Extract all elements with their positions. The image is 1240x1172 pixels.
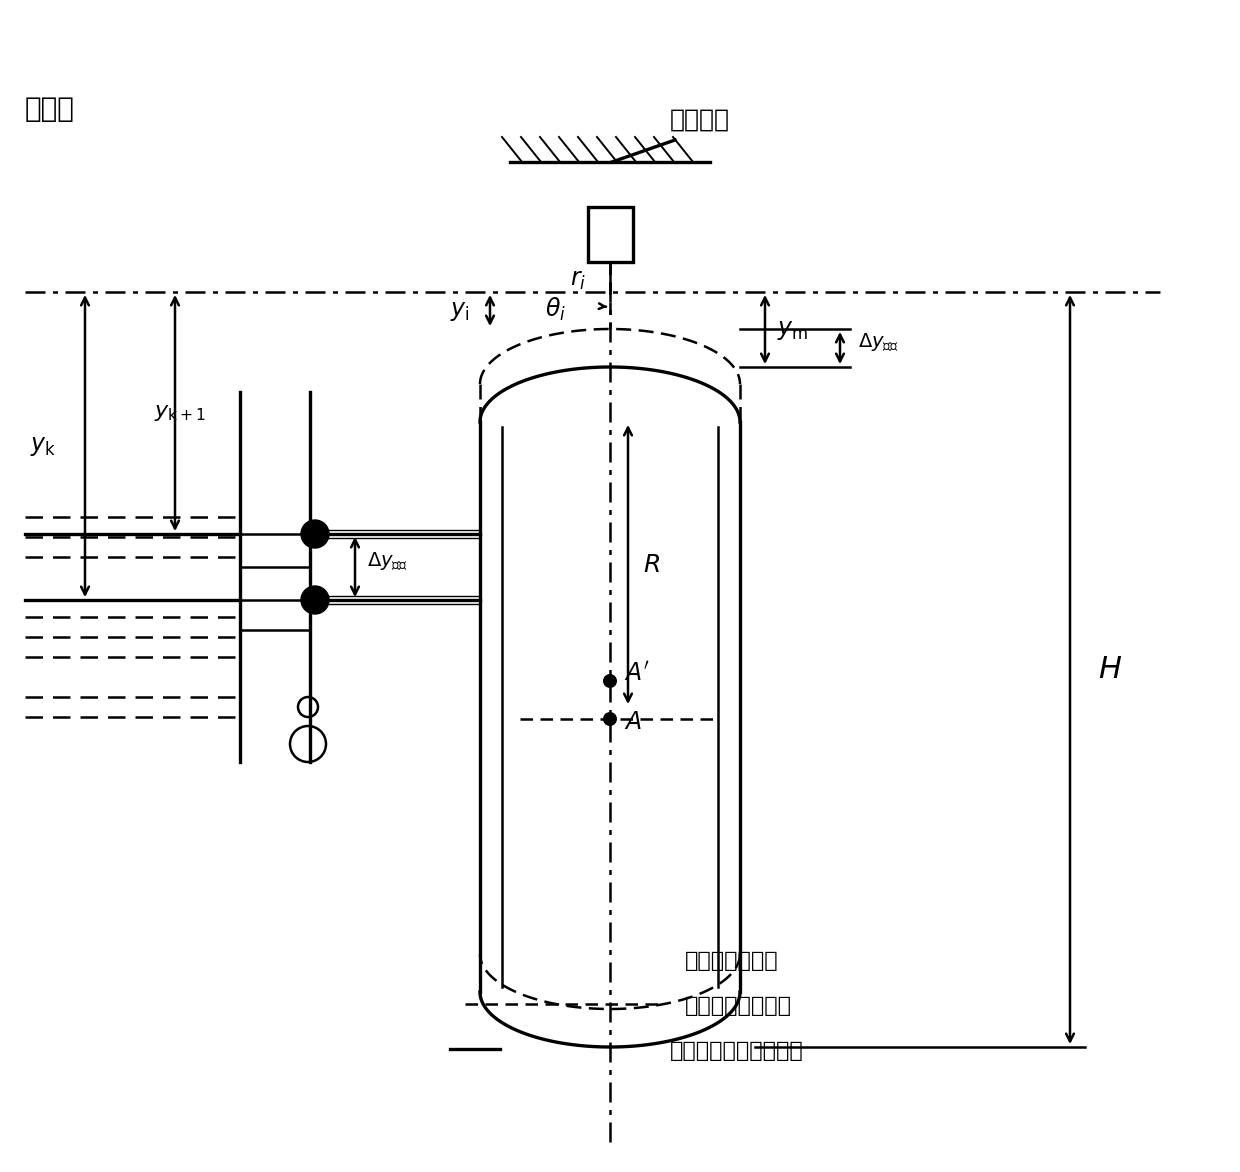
Text: $y_{\mathrm{k+1}}$: $y_{\mathrm{k+1}}$ — [154, 403, 206, 423]
Text: $\theta_{i}$: $\theta_{i}$ — [546, 297, 565, 323]
Text: 一平整路面的车轮轮廓: 一平整路面的车轮轮廓 — [670, 1041, 804, 1061]
Text: 虚线为颠簸路面: 虚线为颠簸路面 — [684, 950, 779, 970]
Text: $A$: $A$ — [624, 710, 642, 734]
Text: $r_{i}$: $r_{i}$ — [570, 267, 587, 292]
Text: $y_{\mathrm{k}}$: $y_{\mathrm{k}}$ — [30, 434, 56, 458]
Text: $\Delta y_{\mathrm{球头}}$: $\Delta y_{\mathrm{球头}}$ — [367, 551, 408, 573]
Text: $y_{\mathrm{m}}$: $y_{\mathrm{m}}$ — [777, 318, 808, 341]
Text: $A'$: $A'$ — [624, 662, 650, 686]
Text: $y_{\mathrm{i}}$: $y_{\mathrm{i}}$ — [450, 299, 470, 322]
Bar — [588, 207, 632, 263]
Circle shape — [301, 520, 329, 548]
Text: $\Delta y_{\mathrm{车轮}}$: $\Delta y_{\mathrm{车轮}}$ — [858, 332, 899, 354]
Circle shape — [603, 674, 618, 688]
Circle shape — [301, 586, 329, 614]
Text: 激光雷达: 激光雷达 — [670, 108, 730, 132]
Text: $R$: $R$ — [644, 552, 660, 577]
Text: 跳动后的车轮轮廓: 跳动后的车轮轮廓 — [684, 996, 792, 1016]
Text: $H$: $H$ — [1097, 655, 1122, 684]
Circle shape — [603, 713, 618, 725]
Text: 水平线: 水平线 — [25, 95, 74, 123]
